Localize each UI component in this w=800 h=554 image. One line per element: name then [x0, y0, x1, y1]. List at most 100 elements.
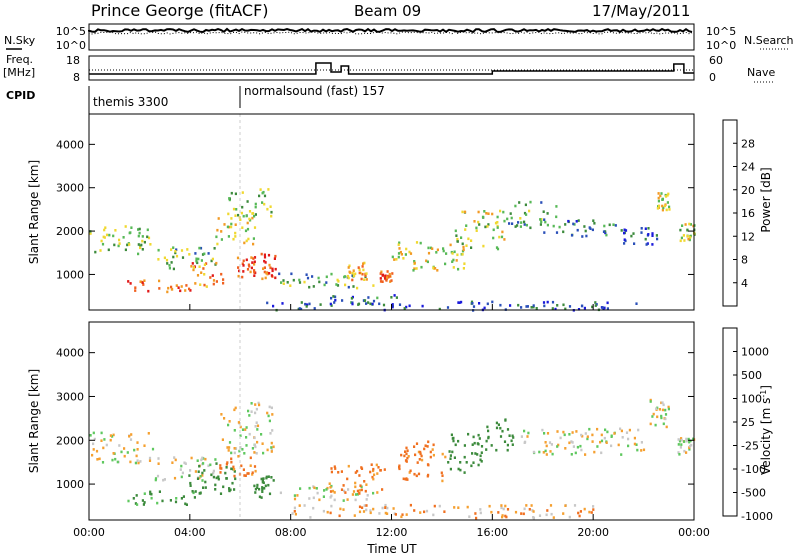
echo-cell: [207, 252, 210, 255]
echo-cell: [361, 272, 364, 276]
echo-cell: [358, 271, 361, 275]
echo-cell: [523, 429, 526, 433]
echo-cell: [171, 288, 174, 291]
echo-cell: [256, 424, 260, 428]
echo-cell: [379, 469, 382, 472]
echo-cell: [137, 252, 140, 256]
echo-cell: [263, 255, 267, 259]
echo-cell: [564, 504, 567, 507]
echo-cell: [220, 413, 223, 416]
echo-cell: [325, 275, 328, 279]
echo-cell: [386, 506, 389, 510]
nave-label: Nave: [747, 66, 775, 79]
echo-cell: [323, 489, 326, 492]
echo-cell: [446, 306, 450, 309]
echo-cell: [330, 296, 333, 300]
echo-cell: [120, 450, 123, 454]
echo-cell: [222, 281, 225, 285]
echo-cell: [562, 230, 565, 234]
echo-cell: [588, 427, 591, 431]
echo-cell: [391, 272, 394, 275]
echo-cell: [390, 296, 393, 299]
echo-cell: [354, 272, 357, 276]
echo-cell: [157, 248, 160, 252]
x-tick-label: 00:00: [678, 526, 710, 539]
echo-cell: [352, 285, 355, 288]
echo-cell: [168, 266, 171, 270]
echo-cell: [408, 471, 411, 474]
echo-cell: [330, 272, 333, 276]
echo-cell: [398, 303, 402, 306]
echo-cell: [268, 272, 271, 275]
echo-cell: [232, 465, 235, 469]
echo-cell: [543, 231, 546, 234]
echo-cell: [372, 284, 375, 287]
echo-cell: [455, 259, 458, 262]
echo-cell: [247, 263, 250, 267]
echo-cell: [351, 302, 354, 306]
echo-cell: [188, 253, 191, 256]
echo-cell: [655, 234, 658, 237]
echo-cell: [103, 438, 106, 441]
echo-cell: [270, 446, 273, 449]
echo-cell: [271, 269, 274, 273]
echo-cell: [328, 482, 331, 485]
echo-cell: [356, 286, 359, 290]
echo-cell: [688, 448, 691, 451]
echo-cell: [373, 473, 376, 477]
echo-cell: [685, 439, 688, 443]
echo-cell: [274, 254, 277, 258]
echo-cell: [114, 457, 117, 461]
echo-cell: [189, 481, 192, 485]
echo-cell: [431, 247, 434, 250]
echo-cell: [397, 243, 400, 246]
echo-region: [398, 440, 447, 483]
echo-cell: [438, 504, 441, 508]
echo-region: [89, 225, 152, 256]
echo-cell: [386, 270, 389, 273]
echo-cell: [685, 437, 688, 441]
echo-cell: [230, 191, 233, 195]
echo-cell: [620, 453, 623, 456]
echo-cell: [688, 440, 691, 444]
echo-cell: [548, 441, 552, 444]
echo-cell: [668, 205, 671, 209]
echo-cell: [258, 495, 261, 499]
echo-cell: [692, 437, 695, 441]
echo-cell: [405, 477, 408, 480]
echo-cell: [250, 266, 253, 270]
echo-cell: [358, 474, 361, 477]
echo-cell: [568, 305, 572, 308]
echo-cell: [361, 265, 364, 268]
echo-cell: [109, 438, 112, 442]
echo-cell: [465, 224, 468, 227]
echo-cell: [449, 243, 452, 247]
echo-cell: [360, 466, 363, 469]
echo-cell: [391, 303, 394, 306]
echo-cell: [583, 306, 586, 310]
echo-cell: [397, 255, 400, 259]
echo-cell: [195, 257, 198, 261]
echo-cell: [351, 272, 354, 275]
colorbar-tick-label: 100: [741, 393, 762, 406]
echo-cell: [149, 490, 152, 494]
echo-cell: [540, 201, 543, 204]
echo-cell: [238, 269, 241, 273]
echo-cell: [522, 512, 525, 516]
echo-cell: [432, 453, 435, 457]
echo-cell: [465, 461, 468, 464]
echo-cell: [352, 490, 356, 493]
echo-cell: [573, 223, 576, 226]
echo-cell: [242, 468, 245, 471]
echo-cell: [532, 516, 535, 519]
echo-cell: [245, 436, 248, 439]
echo-cell: [212, 475, 215, 479]
nave-tick-top: 60: [709, 54, 723, 67]
echo-cell: [538, 514, 542, 517]
echo-cell: [378, 302, 381, 306]
echo-region: [506, 200, 558, 230]
echo-cell: [456, 237, 459, 241]
echo-cell: [180, 464, 183, 468]
echo-cell: [405, 446, 408, 450]
echo-cell: [458, 301, 461, 304]
